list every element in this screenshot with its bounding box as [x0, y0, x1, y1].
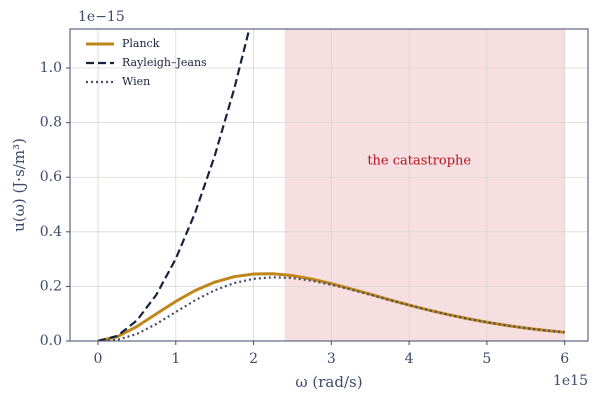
series-line [97, 272, 565, 341]
shaded-span [284, 29, 565, 341]
x-tick-label: 6 [560, 351, 569, 367]
annotation: the catastrophe [367, 153, 471, 168]
legend-label: Wien [122, 75, 150, 88]
y-tick-label: 0.2 [40, 278, 62, 294]
x-tick-label: 4 [405, 351, 414, 367]
plot-area: the catastrophe [70, 29, 588, 341]
x-tick-label: 0 [94, 351, 103, 367]
y-tick-label: 1.0 [40, 60, 62, 76]
y-axis-label: u(ω) (J·s/m³) [10, 138, 28, 232]
y-tick-label: 0.8 [40, 115, 62, 131]
x-tick-label: 5 [482, 351, 491, 367]
y-offset-label: 1e−15 [78, 9, 125, 25]
y-tick-label: 0.0 [40, 333, 62, 349]
x-tick-label: 3 [327, 351, 336, 367]
legend-label: Rayleigh–Jeans [122, 56, 207, 69]
x-offset-label: 1e15 [553, 373, 588, 389]
x-tick-label: 1 [171, 351, 180, 367]
x-tick-label: 2 [249, 351, 258, 367]
legend-label: Planck [122, 37, 160, 50]
y-tick-label: 0.4 [40, 224, 62, 240]
x-axis-label: ω (rad/s) [295, 373, 362, 391]
y-tick-label: 0.6 [40, 169, 62, 185]
axes-frame [69, 28, 589, 342]
